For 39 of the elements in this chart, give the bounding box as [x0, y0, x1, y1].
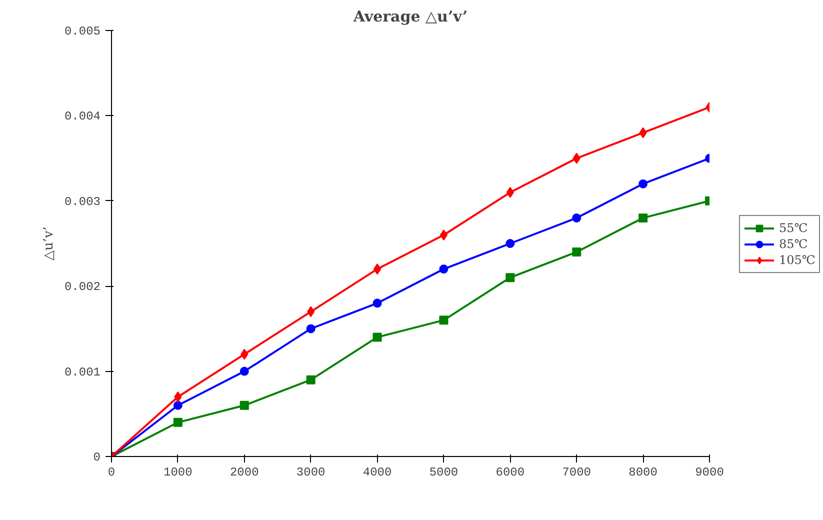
x-tick-label: 9000 — [695, 466, 724, 480]
point — [306, 375, 316, 384]
point — [372, 298, 382, 308]
y-tick-label: 0.004 — [64, 110, 101, 124]
point — [173, 400, 182, 410]
y-tick-label: 0.003 — [64, 194, 101, 209]
x-tick-label: 0 — [108, 466, 116, 480]
point — [572, 248, 582, 257]
legend-label: 55℃ — [779, 221, 808, 235]
y-tick-label: 0.005 — [64, 24, 101, 38]
point — [572, 213, 582, 222]
x-tick-label: 5000 — [429, 466, 458, 480]
x-tick-label: 8000 — [628, 466, 658, 480]
chart-title: Average △u’v’ — [352, 8, 468, 26]
x-tick-label: 4000 — [362, 466, 392, 480]
point — [173, 418, 182, 427]
y-tick-label: 0.002 — [64, 280, 101, 294]
y-axis-title: △u’v’ — [41, 226, 56, 260]
point — [638, 213, 648, 222]
point — [439, 264, 448, 274]
point — [373, 264, 382, 275]
y-tick-label: 0.001 — [64, 365, 101, 380]
point — [440, 229, 448, 240]
legend-label: 105℃ — [779, 253, 816, 267]
point — [506, 239, 515, 248]
point — [372, 332, 382, 342]
y-tick-label: 0 — [93, 450, 100, 464]
x-tick-label: 2000 — [230, 466, 259, 480]
x-tick-label: 1000 — [164, 466, 192, 480]
x-tick-label: 6000 — [496, 466, 525, 480]
point — [240, 366, 249, 376]
x-tick-label: 7000 — [562, 466, 592, 480]
point — [506, 273, 515, 282]
point — [638, 179, 648, 188]
x-tick-label: 3000 — [296, 466, 326, 480]
point — [240, 400, 249, 410]
point — [439, 316, 448, 325]
point — [306, 324, 316, 334]
legend-label: 85℃ — [779, 237, 808, 251]
